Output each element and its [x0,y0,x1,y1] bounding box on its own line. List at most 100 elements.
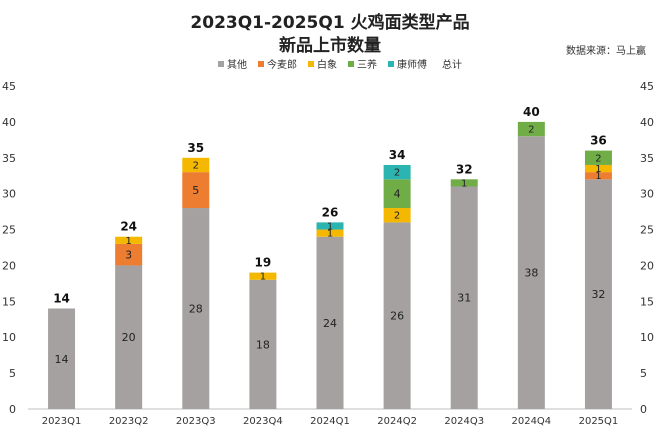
legend: 其他 今麦郎 白象 三养 康师傅 总计 [218,58,462,71]
data-label: 1 [260,272,266,283]
y-tick-label-left: 25 [2,224,16,237]
x-tick-label: 2025Q1 [579,416,619,427]
x-tick-label: 2024Q1 [310,416,350,427]
legend-swatch [308,61,314,67]
bar-segment [383,208,411,223]
data-label: 2 [193,160,199,171]
data-label: 32 [591,288,605,301]
bar-segment [115,265,143,409]
y-tick-label-right: 35 [640,152,654,165]
data-label: 24 [323,317,337,330]
bar-segment [383,179,411,209]
y-tick-label-right: 45 [640,80,654,93]
data-source-note: 数据来源：马上赢 [566,46,646,57]
data-label: 14 [55,353,69,366]
legend-swatch [258,61,264,67]
data-label: 18 [256,338,270,351]
bar-segment [182,157,210,173]
x-tick-label: 2023Q2 [109,416,149,427]
data-label: 2 [394,211,400,222]
y-tick-label-right: 10 [640,331,654,344]
bar-segment [383,222,411,409]
y-tick-label-right: 40 [640,116,654,129]
bar-segment [584,172,612,180]
bar-segment [450,186,478,409]
total-label: 34 [389,148,406,162]
data-label: 1 [327,229,333,240]
bar-segment [584,150,612,165]
bar-segment [517,121,545,137]
data-label: 26 [390,310,404,323]
chart-title-line1: 2023Q1-2025Q1 火鸡面类型产品 [190,13,470,33]
legend-swatch [218,61,224,67]
x-tick-label: 2023Q4 [243,416,283,427]
data-label: 1 [595,171,601,182]
total-label: 35 [187,141,204,155]
data-label: 20 [122,331,136,344]
y-tick-label-right: 25 [640,224,654,237]
y-tick-label-right: 5 [640,367,647,380]
y-tick-label-left: 0 [9,403,16,416]
total-label: 40 [523,105,540,119]
legend-swatch [348,61,354,67]
chart-title-line2: 新品上市数量 [279,36,381,56]
y-tick-label-left: 30 [2,188,16,201]
x-tick-label: 2023Q1 [42,416,82,427]
bar-segment [383,164,411,180]
bar-segment [115,236,143,244]
data-label: 1 [461,178,467,189]
y-tick-label-right: 0 [640,403,647,416]
y-tick-label-right: 15 [640,295,654,308]
x-tick-label: 2024Q3 [444,416,484,427]
bar-segment [517,136,545,409]
bar-segment [48,308,76,409]
y-tick-label-left: 35 [2,152,16,165]
bar-segment [316,236,344,409]
legend-entry-total: 总计 [442,58,462,71]
bar-segment [450,179,478,187]
total-label: 26 [322,205,339,219]
y-tick-label-left: 20 [2,259,16,272]
bar-segment [249,279,277,409]
data-label: 1 [327,221,333,232]
legend-entry: 其他 [227,58,247,71]
total-label: 14 [53,292,70,306]
x-tick-label: 2023Q3 [176,416,216,427]
bar-segment [115,243,143,266]
data-label: 3 [125,249,132,262]
bar-segment [182,208,210,409]
bars: 1414203124285235181192411262624234311323… [48,105,612,409]
data-label: 31 [457,292,471,305]
data-label: 2 [394,168,400,179]
bar-segment [316,222,344,230]
x-tick-label: 2024Q2 [377,416,417,427]
bar-segment [584,179,612,409]
legend-entry: 白象 [317,58,337,71]
data-label: 2 [595,153,601,164]
bar-segment [316,229,344,237]
data-label: 4 [394,188,401,201]
data-label: 1 [125,236,131,247]
total-label: 36 [590,134,607,148]
x-tick-label: 2024Q4 [511,416,551,427]
data-label: 28 [189,303,203,316]
legend-entry: 三养 [357,58,377,71]
y-tick-label-left: 40 [2,116,16,129]
total-label: 19 [255,256,272,270]
y-tick-label-left: 10 [2,331,16,344]
bar-segment [249,272,277,280]
y-tick-label-right: 30 [640,188,654,201]
data-label: 2 [528,125,534,136]
y-tick-label-left: 5 [9,367,16,380]
total-label: 24 [120,220,137,234]
bar-segment [182,172,210,209]
bar-segment [584,164,612,173]
legend-entry: 今麦郎 [267,58,297,71]
total-label: 32 [456,162,473,176]
y-tick-label-left: 15 [2,295,16,308]
legend-swatch [388,61,394,67]
data-label: 38 [524,267,538,280]
data-label: 5 [192,184,199,197]
